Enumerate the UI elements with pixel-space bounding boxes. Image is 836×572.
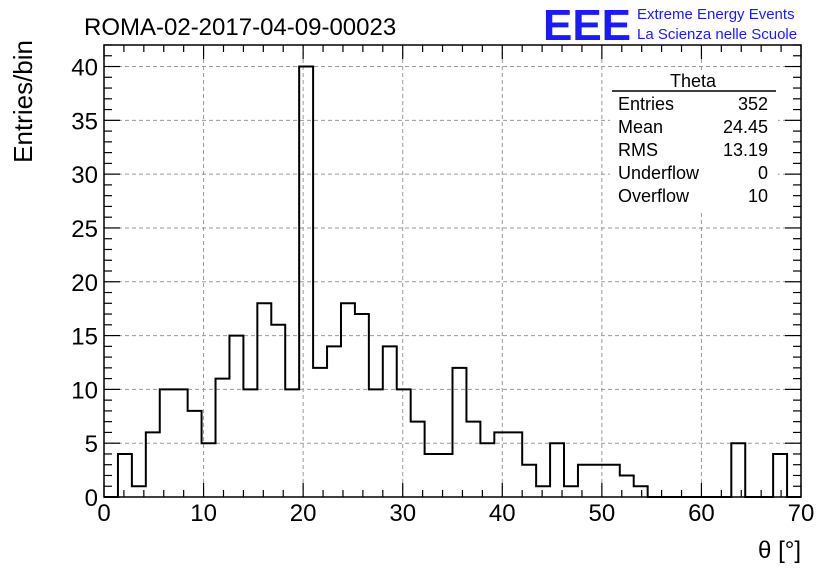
logo-line-1: Extreme Energy Events — [637, 6, 795, 23]
stats-value-rms: 13.19 — [723, 140, 768, 160]
x-tick-label: 10 — [190, 500, 217, 527]
y-tick-label: 20 — [71, 270, 98, 297]
eee-logo: EEE Extreme Energy Events La Scienza nel… — [543, 1, 797, 50]
tick-labels: 0 10 20 30 40 50 60 70 0 5 10 15 20 25 30 35 40 — [71, 55, 814, 527]
histogram-bin — [341, 303, 355, 497]
histogram-bin — [606, 465, 620, 497]
histogram-bin — [634, 486, 648, 497]
histogram-bin — [453, 368, 467, 497]
y-tick-label: 40 — [71, 55, 98, 82]
histogram-bin — [271, 325, 285, 497]
histogram-bin — [257, 303, 271, 497]
x-tick-label: 50 — [589, 500, 616, 527]
histogram-bin — [773, 454, 787, 497]
histogram-bin — [146, 432, 160, 497]
histogram-bin — [216, 379, 230, 497]
stats-title: Theta — [670, 71, 717, 91]
stats-label-underflow: Underflow — [618, 163, 700, 183]
histogram-bin — [425, 454, 439, 497]
y-tick-label: 0 — [85, 485, 98, 512]
x-tick-label: 40 — [489, 500, 516, 527]
stats-value-overflow: 10 — [748, 186, 768, 206]
histogram-bin — [536, 486, 550, 497]
x-tick-label: 0 — [97, 500, 110, 527]
x-tick-label: 70 — [788, 500, 815, 527]
x-axis-label: θ [°] — [758, 537, 801, 564]
y-tick-label: 25 — [71, 216, 98, 243]
eee-logo-mark: EEE — [543, 1, 631, 50]
histogram-bin — [731, 443, 745, 497]
stats-box: Theta Entries 352 Mean 24.45 RMS 13.19 U… — [610, 70, 778, 210]
stats-label-entries: Entries — [618, 94, 674, 114]
histogram-bin — [564, 486, 578, 497]
histogram-bin — [494, 432, 508, 497]
stats-label-rms: RMS — [618, 140, 658, 160]
x-tick-label: 30 — [389, 500, 416, 527]
axis-ticks — [103, 44, 802, 498]
stats-value-mean: 24.45 — [723, 117, 768, 137]
histogram-bin — [313, 368, 327, 497]
logo-line-2: La Scienza nelle Scuole — [637, 26, 797, 43]
run-title: ROMA-02-2017-04-09-00023 — [84, 14, 396, 41]
y-tick-label: 15 — [71, 324, 98, 351]
histogram-bin — [480, 443, 494, 497]
histogram-bin — [466, 422, 480, 497]
stats-box-background — [610, 70, 778, 210]
histogram-bin — [550, 443, 564, 497]
histogram-bin — [508, 432, 522, 497]
histogram-bin — [578, 465, 592, 497]
histogram-bin — [188, 411, 202, 497]
histogram-bin — [592, 465, 606, 497]
y-tick-label: 10 — [71, 377, 98, 404]
histogram-bin — [522, 465, 536, 497]
histogram-bin — [383, 346, 397, 497]
histogram-bin — [229, 336, 243, 497]
grid-lines — [104, 45, 801, 497]
histogram-bin — [118, 454, 132, 497]
x-tick-label: 20 — [290, 500, 317, 527]
stats-value-entries: 352 — [738, 94, 768, 114]
stats-label-overflow: Overflow — [618, 186, 690, 206]
histogram-bin — [327, 346, 341, 497]
y-tick-label: 5 — [85, 431, 98, 458]
y-axis-label: Entries/bin — [8, 40, 38, 163]
stats-label-mean: Mean — [618, 117, 663, 137]
y-tick-label: 30 — [71, 162, 98, 189]
stats-value-underflow: 0 — [758, 163, 768, 183]
histogram-bin — [439, 454, 453, 497]
histogram-bin — [355, 314, 369, 497]
y-tick-label: 35 — [71, 108, 98, 135]
histogram-bin — [411, 422, 425, 497]
x-tick-label: 60 — [688, 500, 715, 527]
